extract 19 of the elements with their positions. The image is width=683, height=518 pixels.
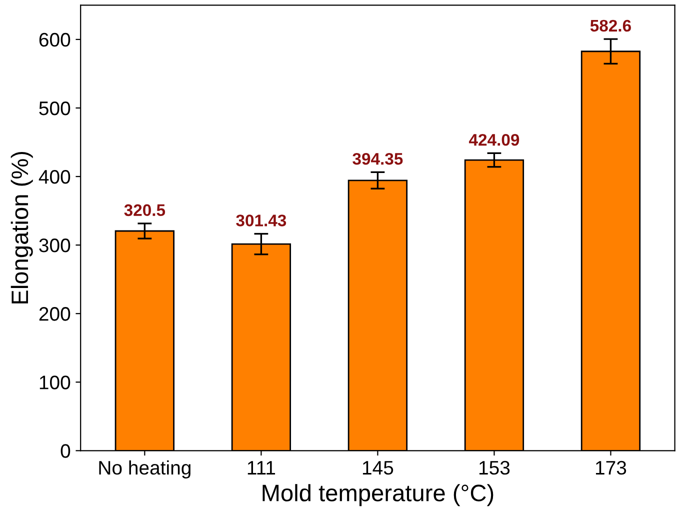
y-tick-label: 500 [39, 101, 70, 116]
data-label: 301.43 [236, 214, 286, 226]
y-tick-label: 300 [39, 238, 70, 252]
data-label: 582.6 [590, 20, 631, 32]
y-tick-label: 400 [38, 170, 70, 184]
data-label: 394.35 [352, 152, 403, 165]
y-axis-title: Elongation (%) [10, 152, 33, 304]
y-tick-label: 0 [60, 444, 70, 458]
x-tick-label: 145 [362, 461, 394, 475]
data-label: 424.09 [468, 134, 520, 146]
data-label: 320.5 [124, 204, 166, 216]
x-tick-label: No heating [99, 460, 190, 479]
y-tick-label: 200 [39, 307, 70, 321]
x-tick-label: 111 [248, 461, 276, 474]
x-axis-title: Mold temperature (°C) [262, 484, 494, 506]
x-tick-label: 173 [596, 460, 626, 475]
y-tick-label: 600 [39, 32, 70, 47]
x-tick-label: 153 [479, 460, 510, 475]
y-tick-label: 100 [40, 376, 70, 390]
